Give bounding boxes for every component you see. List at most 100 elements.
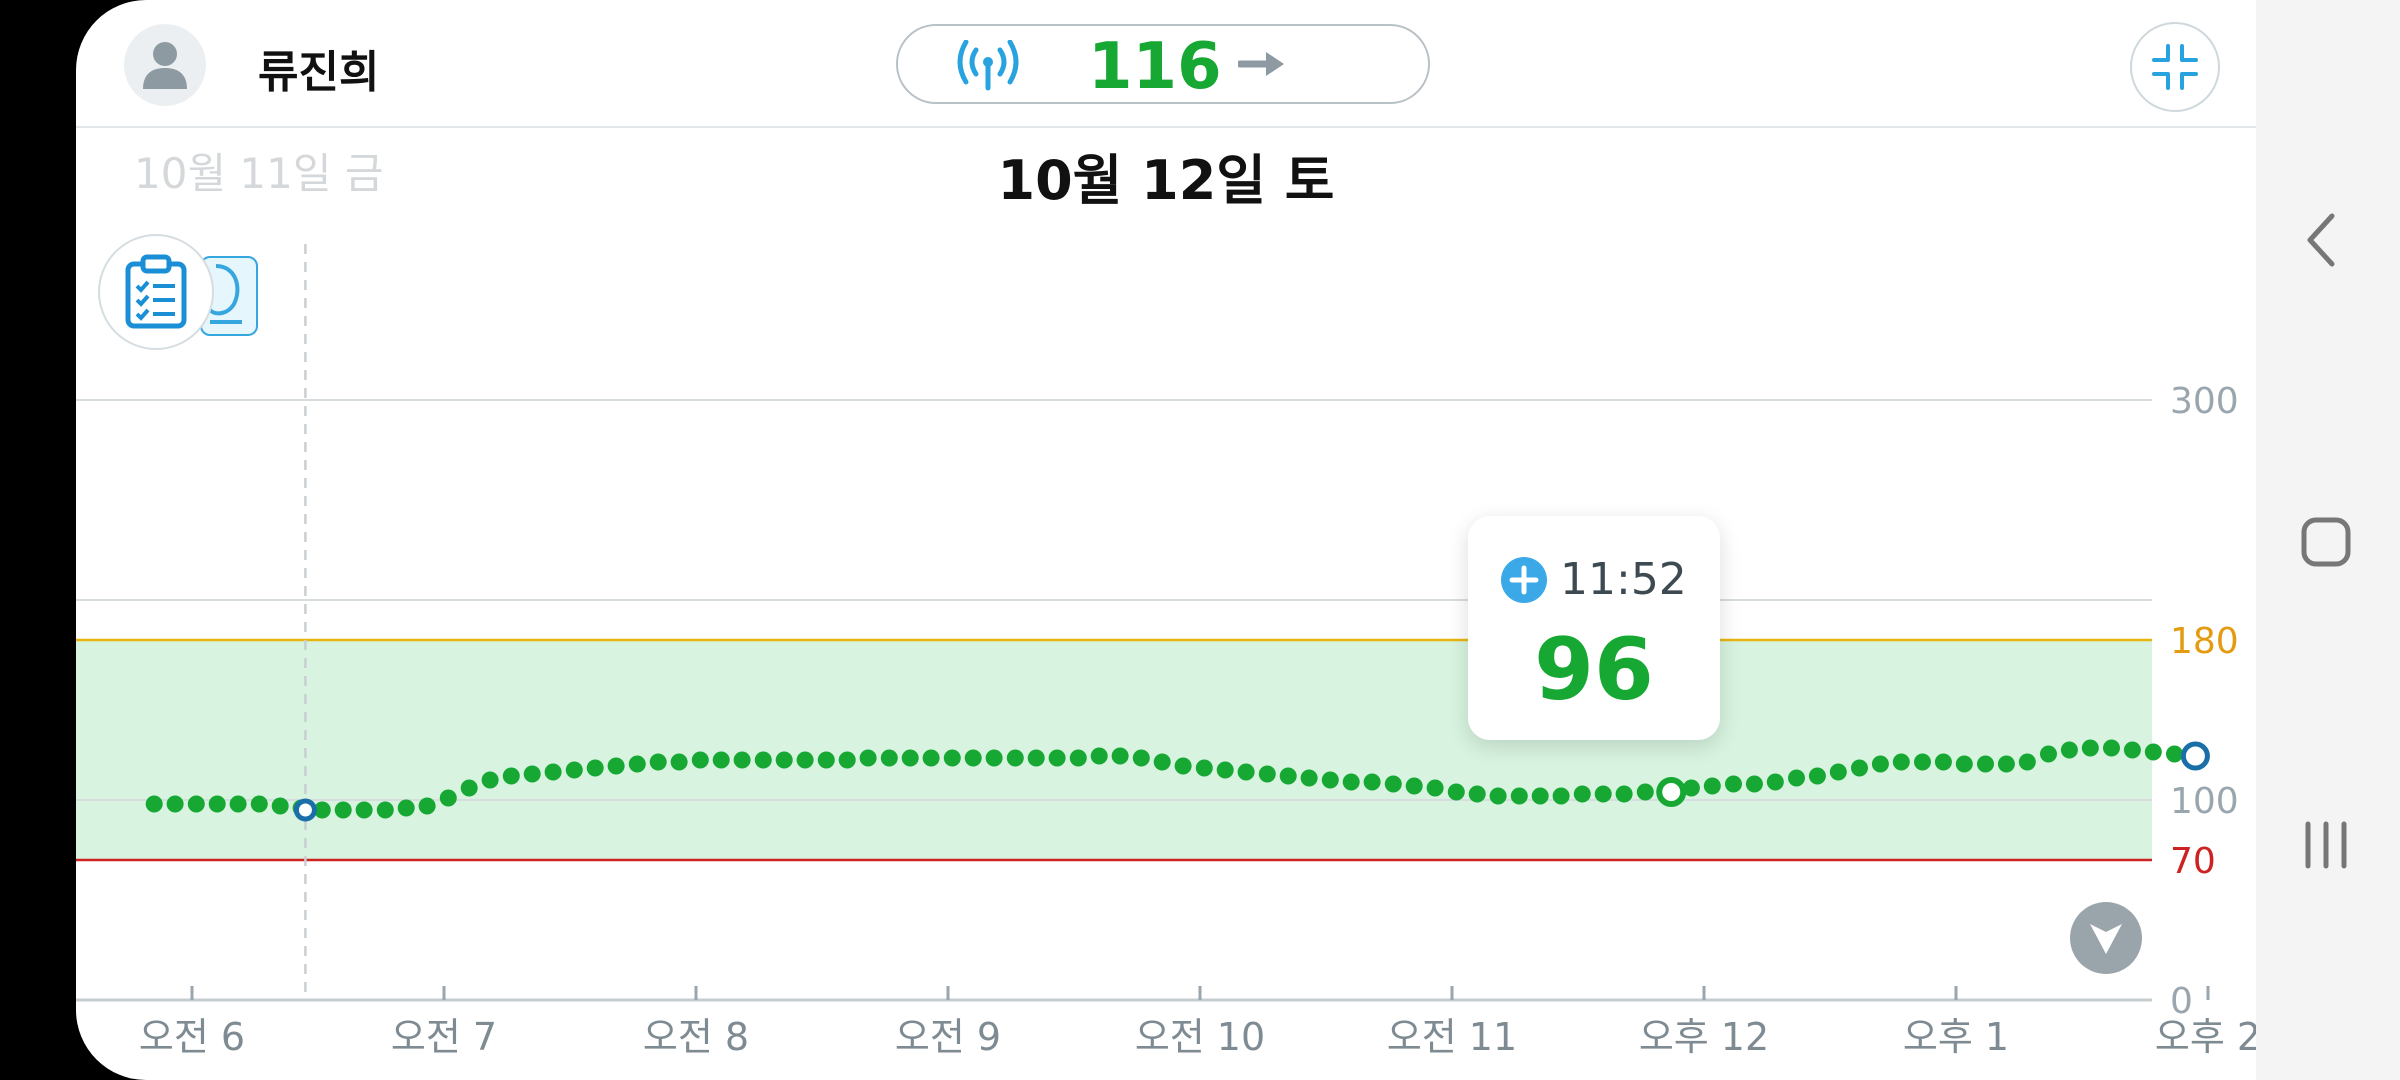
- glucose-reading-point: [1405, 777, 1423, 795]
- glucose-reading-point: [313, 801, 331, 819]
- glucose-reading-point: [565, 761, 583, 779]
- glucose-reading-point: [796, 751, 814, 769]
- home-icon[interactable]: [2300, 516, 2352, 568]
- x-tick-label: 오전 8: [643, 1015, 749, 1059]
- glucose-reading-point: [460, 779, 478, 797]
- glucose-reading-point: [1766, 773, 1784, 791]
- user-name: 류진희: [258, 47, 380, 98]
- tooltip-time: 11:52: [1560, 554, 1687, 605]
- logbook-button[interactable]: [98, 234, 214, 350]
- glucose-reading-point: [733, 751, 751, 769]
- glucose-reading-point: [1871, 755, 1889, 773]
- glucose-reading-point: [1531, 787, 1549, 805]
- glucose-reading-point: [1447, 783, 1465, 801]
- x-tick-label: 오후 2: [2155, 1015, 2256, 1059]
- glucose-reading-point: [145, 795, 163, 813]
- glucose-reading-point: [1027, 749, 1045, 767]
- x-tick-label: 오전 7: [391, 1015, 497, 1059]
- x-tick-label: 오전 10: [1135, 1015, 1265, 1059]
- glucose-reading-point: [1703, 777, 1721, 795]
- glucose-reading-point: [754, 751, 772, 769]
- glucose-reading-point: [2165, 745, 2183, 763]
- back-icon[interactable]: [2304, 212, 2340, 268]
- glucose-reading-point: [376, 801, 394, 819]
- y-tick-label: 0: [2170, 981, 2193, 1022]
- glucose-reading-point: [1594, 785, 1612, 803]
- arrow-right-icon: [1238, 52, 1284, 76]
- glucose-reading-point: [1321, 771, 1339, 789]
- glucose-reading-point: [1976, 755, 1994, 773]
- glucose-reading-point: [2144, 743, 2162, 761]
- glucose-reading-point: [1489, 787, 1507, 805]
- collapse-icon: [2152, 44, 2198, 90]
- glucose-reading-point: [607, 757, 625, 775]
- glucose-reading-point: [355, 801, 373, 819]
- x-tick-label: 오전 11: [1387, 1015, 1517, 1059]
- glucose-reading-point: [670, 753, 688, 771]
- glucose-reading-point: [1913, 753, 1931, 771]
- glucose-reading-point: [1934, 753, 1952, 771]
- previous-date-label[interactable]: 10월 11일 금: [134, 149, 384, 198]
- glucose-reading-point: [1153, 753, 1171, 771]
- glucose-reading-point: [964, 749, 982, 767]
- glucose-reading-point: [1808, 767, 1826, 785]
- signal-icon: [957, 40, 1019, 91]
- glucose-reading-point: [481, 771, 499, 789]
- glucose-reading-point: [2102, 739, 2120, 757]
- header-divider: [76, 126, 2256, 128]
- glucose-reading-point: [397, 799, 415, 817]
- clipboard-checklist-icon: [125, 254, 187, 329]
- plus-circle-icon: [1501, 557, 1547, 603]
- app-header: 류진희 116: [76, 0, 2256, 128]
- glucose-reading-point: [1510, 787, 1528, 805]
- glucose-reading-point: [166, 795, 184, 813]
- glucose-reading-point: [838, 751, 856, 769]
- glucose-reading-point: [1573, 785, 1591, 803]
- glucose-reading-point: [922, 749, 940, 767]
- glucose-reading-point: [1682, 779, 1700, 797]
- current-glucose-value: 116: [1088, 30, 1222, 104]
- selected-reading-point: [1656, 777, 1687, 807]
- sensor-icon: [208, 264, 242, 324]
- navigation-arrow-icon: [2090, 924, 2122, 954]
- reading-tooltip[interactable]: 11:52 96: [1468, 516, 1720, 740]
- user-avatar[interactable]: [124, 24, 206, 106]
- glucose-reading-point: [1552, 787, 1570, 805]
- glucose-reading-point: [1132, 749, 1150, 767]
- glucose-reading-point: [1069, 749, 1087, 767]
- glucose-reading-point: [1892, 753, 1910, 771]
- glucose-reading-point: [859, 749, 877, 767]
- glucose-reading-point: [1745, 775, 1763, 793]
- glucose-reading-point: [2018, 753, 2036, 771]
- person-icon: [143, 42, 187, 89]
- glucose-reading-point: [1829, 763, 1847, 781]
- scroll-down-button[interactable]: [2070, 902, 2142, 974]
- glucose-reading-point: [1090, 747, 1108, 765]
- collapse-button[interactable]: [2130, 22, 2220, 112]
- glucose-reading-point: [271, 797, 289, 815]
- glucose-chart[interactable]: 300 180 100 70 0 오전 6 오전 7 오전 8 오전 9 오전 10 오전 11 오후…: [76, 0, 2256, 1080]
- glucose-reading-point: [943, 749, 961, 767]
- app-screen: 류진희 116 10월: [76, 0, 2256, 1080]
- glucose-reading-point: [775, 751, 793, 769]
- glucose-reading-point: [2123, 741, 2141, 759]
- x-tick-label: 오전 9: [895, 1015, 1001, 1059]
- glucose-reading-point: [2060, 741, 2078, 759]
- y-tick-label: 300: [2170, 381, 2239, 422]
- glucose-reading-point: [439, 789, 457, 807]
- glucose-reading-point: [1468, 785, 1486, 803]
- glucose-reading-point: [712, 751, 730, 769]
- glucose-reading-point: [1955, 755, 1973, 773]
- glucose-reading-point: [817, 751, 835, 769]
- glucose-reading-point: [2081, 739, 2099, 757]
- glucose-reading-point: [1787, 769, 1805, 787]
- marked-reading-point: [2180, 741, 2210, 771]
- recent-apps-icon[interactable]: [2302, 818, 2350, 872]
- system-navigation-bar: [2256, 0, 2400, 1080]
- current-glucose-pill[interactable]: 116: [896, 24, 1430, 104]
- glucose-reading-point: [628, 755, 646, 773]
- glucose-reading-point: [1426, 779, 1444, 797]
- glucose-reading-point: [523, 765, 541, 783]
- glucose-reading-point: [250, 795, 268, 813]
- glucose-reading-point: [880, 749, 898, 767]
